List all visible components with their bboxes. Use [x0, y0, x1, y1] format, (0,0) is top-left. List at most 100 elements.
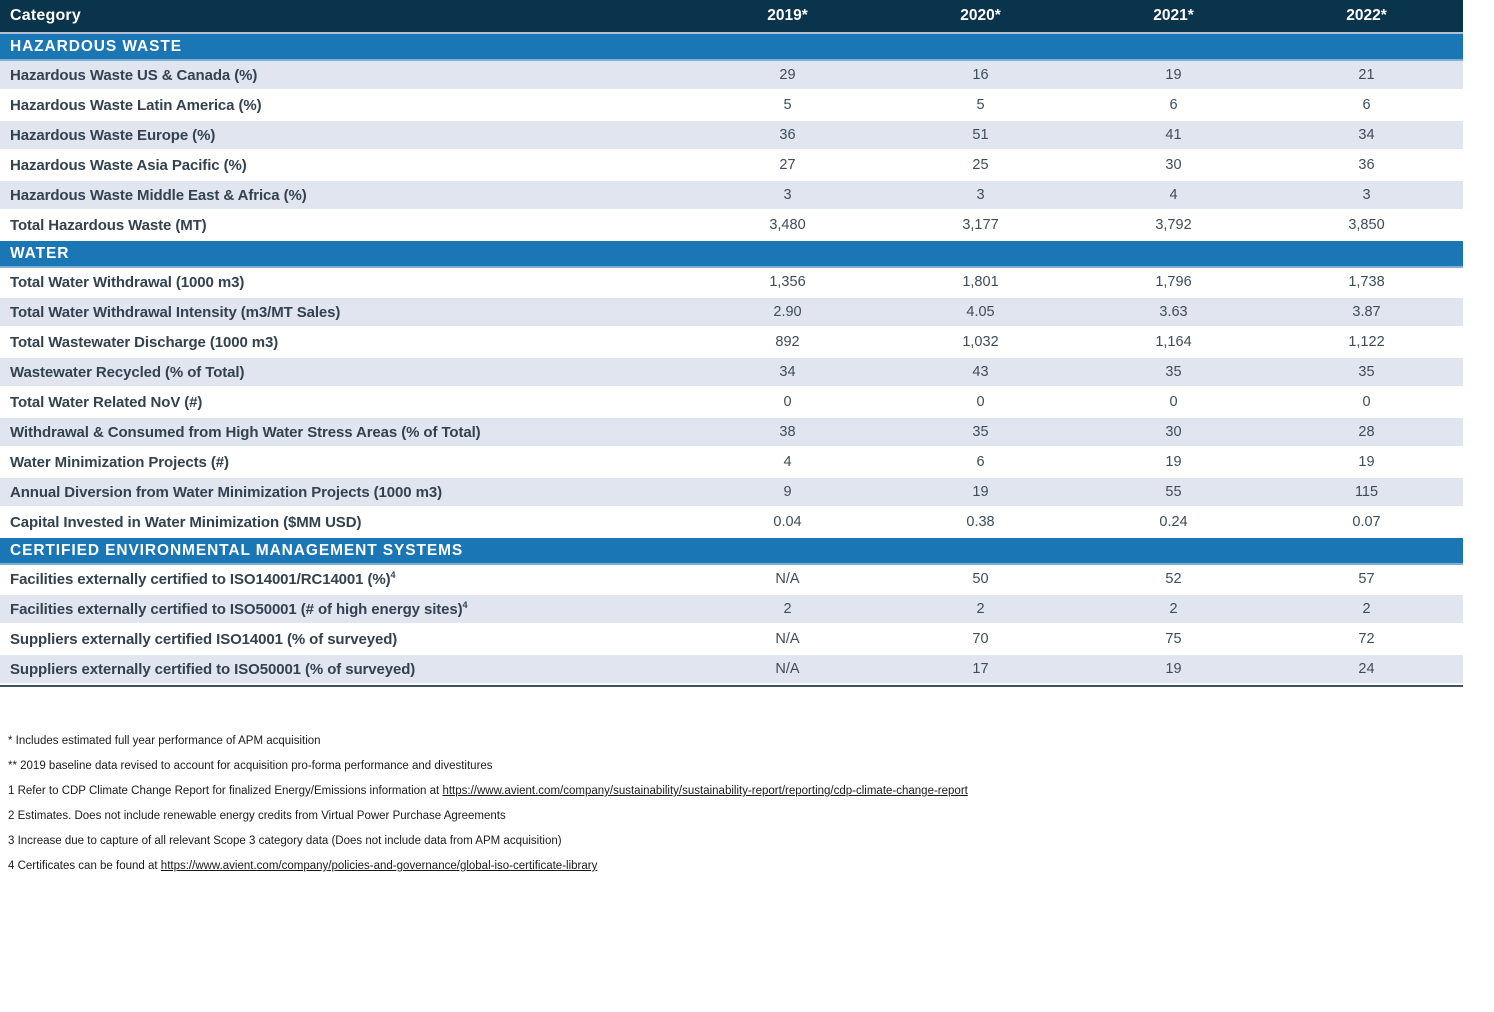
row-value: N/A — [775, 661, 800, 677]
row-value: 35 — [1358, 364, 1375, 380]
footnote: 2 Estimates. Does not include renewable … — [8, 804, 1494, 829]
row-value: 3,850 — [1348, 217, 1385, 233]
row-value: 34 — [1358, 127, 1375, 143]
table-row: Facilities externally certified to ISO50… — [0, 595, 1463, 625]
row-value: 1,164 — [1155, 334, 1192, 350]
table-row: Total Wastewater Discharge (1000 m3) 892 1… — [0, 328, 1463, 358]
row-value: 35 — [1165, 364, 1182, 380]
row-value: 3 — [783, 187, 792, 203]
table-row: Facilities externally certified to ISO14… — [0, 565, 1463, 595]
section-header-hazardous-waste: HAZARDOUS WASTE — [0, 34, 1463, 61]
footnote-link[interactable]: https://www.avient.com/company/sustainab… — [442, 785, 968, 797]
table-row: Hazardous Waste Latin America (%) 5 5 6 6 — [0, 91, 1463, 121]
row-value: 3.87 — [1352, 304, 1381, 320]
row-value: 55 — [1165, 484, 1182, 500]
row-value: 29 — [779, 67, 796, 83]
row-label: Total Water Related NoV (#) — [10, 393, 203, 411]
row-value: 4 — [1169, 187, 1178, 203]
footnote-text: 2 Estimates. Does not include renewable … — [8, 810, 506, 822]
column-header-2019: 2019* — [767, 7, 808, 24]
row-value: 1,032 — [962, 334, 999, 350]
row-value: 2 — [783, 601, 792, 617]
section-header-water: WATER — [0, 241, 1463, 268]
table-row: Wastewater Recycled (% of Total) 34 43 35 35 — [0, 358, 1463, 388]
row-value: 0.38 — [966, 514, 995, 530]
row-value: 28 — [1358, 424, 1375, 440]
row-value: 0.04 — [773, 514, 802, 530]
row-value: 52 — [1165, 571, 1182, 587]
footnote-text: 4 Certificates can be found at — [8, 860, 161, 872]
row-value: 0.24 — [1159, 514, 1188, 530]
row-value: 4.05 — [966, 304, 995, 320]
row-value: 16 — [972, 67, 989, 83]
row-value: 35 — [972, 424, 989, 440]
table-row: Water Minimization Projects (#) 4 6 19 19 — [0, 448, 1463, 478]
row-label: Total Wastewater Discharge (1000 m3) — [10, 333, 279, 351]
row-label: Wastewater Recycled (% of Total) — [10, 363, 245, 381]
row-value: 0.07 — [1352, 514, 1381, 530]
column-header-2022: 2022* — [1346, 7, 1387, 24]
row-value: 6 — [1169, 97, 1178, 113]
footnote-text: ** 2019 baseline data revised to account… — [8, 760, 493, 772]
row-value: 72 — [1358, 631, 1375, 647]
row-value: 19 — [1165, 67, 1182, 83]
row-value: 36 — [1358, 157, 1375, 173]
table-header-row: Category 2019* 2020* 2021* 2022* — [0, 0, 1463, 34]
row-value: 19 — [1358, 454, 1375, 470]
footnote-text: 1 Refer to CDP Climate Change Report for… — [8, 785, 443, 797]
row-label: Suppliers externally certified to ISO500… — [10, 660, 416, 678]
table-row: Annual Diversion from Water Minimization… — [0, 478, 1463, 508]
row-label: Facilities externally certified to ISO14… — [10, 570, 396, 588]
row-label: Suppliers externally certified ISO14001 … — [10, 630, 398, 648]
row-value: 0 — [976, 394, 985, 410]
table-row: Total Water Withdrawal Intensity (m3/MT … — [0, 298, 1463, 328]
table-row: Total Water Withdrawal (1000 m3) 1,356 1,8… — [0, 268, 1463, 298]
row-value: 30 — [1165, 424, 1182, 440]
table-row: Suppliers externally certified ISO14001 … — [0, 625, 1463, 655]
row-value: 25 — [972, 157, 989, 173]
row-value: 0 — [1169, 394, 1178, 410]
row-value: 9 — [783, 484, 792, 500]
row-value: 24 — [1358, 661, 1375, 677]
footnote-link[interactable]: https://www.avient.com/company/policies-… — [160, 860, 598, 872]
row-value: 1,801 — [962, 274, 999, 290]
table-row: Hazardous Waste Asia Pacific (%) 27 25 30 36 — [0, 151, 1463, 181]
row-label: Total Water Withdrawal Intensity (m3/MT … — [10, 303, 341, 321]
row-value: 3 — [1362, 187, 1371, 203]
row-value: 3,480 — [769, 217, 806, 233]
row-value: 4 — [783, 454, 792, 470]
table-row: Hazardous Waste US & Canada (%) 29 16 19 21 — [0, 61, 1463, 91]
footnote: 3 Increase due to capture of all relevan… — [8, 829, 1494, 854]
row-value: 892 — [775, 334, 800, 350]
row-label: Hazardous Waste US & Canada (%) — [10, 66, 258, 84]
row-label: Hazardous Waste Asia Pacific (%) — [10, 156, 247, 174]
row-value: 43 — [972, 364, 989, 380]
row-value: 50 — [972, 571, 989, 587]
table-body: HAZARDOUS WASTE Hazardous Waste US & Cana… — [0, 34, 1463, 685]
row-value: 17 — [972, 661, 989, 677]
row-value: 38 — [779, 424, 796, 440]
row-value: 1,122 — [1348, 334, 1385, 350]
row-value: 1,356 — [769, 274, 806, 290]
section-header-certified-environmental-management-systems: CERTIFIED ENVIRONMENTAL MANAGEMENT SYSTE… — [0, 538, 1463, 565]
table-row: Hazardous Waste Middle East & Africa (%)… — [0, 181, 1463, 211]
column-header-category: Category — [10, 7, 81, 24]
table-row: Capital Invested in Water Minimization (… — [0, 508, 1463, 538]
row-value: 21 — [1358, 67, 1375, 83]
row-label: Total Hazardous Waste (MT) — [10, 216, 207, 234]
row-value: 41 — [1165, 127, 1182, 143]
footnote: * Includes estimated full year performan… — [8, 729, 1494, 754]
row-value: 19 — [1165, 661, 1182, 677]
row-value: N/A — [775, 631, 800, 647]
row-value: 70 — [972, 631, 989, 647]
row-label: Hazardous Waste Latin America (%) — [10, 96, 262, 114]
row-value: 2.90 — [773, 304, 802, 320]
table-row: Hazardous Waste Europe (%) 36 51 41 34 — [0, 121, 1463, 151]
row-value: 19 — [972, 484, 989, 500]
row-value: 30 — [1165, 157, 1182, 173]
row-value: 3.63 — [1159, 304, 1188, 320]
footnote: ** 2019 baseline data revised to account… — [8, 754, 1494, 779]
row-label: Hazardous Waste Europe (%) — [10, 126, 216, 144]
row-value: 34 — [779, 364, 796, 380]
row-value: 5 — [976, 97, 985, 113]
